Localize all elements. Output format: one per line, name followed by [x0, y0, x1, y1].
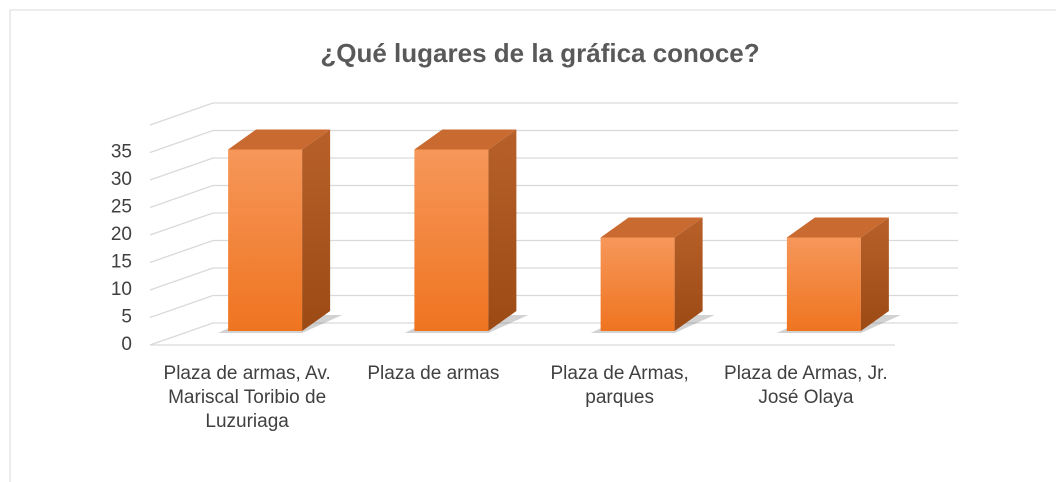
y-tick-label: 30: [111, 169, 132, 190]
x-tick-label: Plaza de Armas, Jr. José Olaya: [724, 363, 888, 408]
bar-top: [414, 129, 517, 150]
bar-top: [228, 129, 331, 150]
y-tick-label: 35: [111, 142, 132, 163]
grid-line: [149, 212, 958, 236]
x-tick-label: Plaza de Armas, parques: [550, 363, 689, 408]
bar: [600, 237, 675, 331]
bar-side: [860, 217, 889, 331]
y-tick-label: 20: [111, 224, 132, 245]
bar-side: [302, 129, 331, 331]
grid-line: [149, 102, 958, 126]
bar-top: [600, 217, 703, 238]
grid-line: [149, 294, 958, 319]
grid-line: [149, 239, 958, 264]
y-tick-label: 10: [111, 279, 132, 300]
bar: [228, 149, 303, 331]
bar: [786, 237, 861, 331]
bar: [414, 149, 489, 331]
bar-side: [488, 129, 517, 331]
x-tick-label: Plaza de armas, Av. Mariscal Toribio de …: [163, 363, 331, 432]
grid-line: [149, 129, 958, 154]
y-tick-label: 5: [121, 307, 132, 328]
chart-title: ¿Qué lugares de la gráfica conoce?: [320, 38, 759, 68]
x-tick-label: Plaza de armas: [367, 363, 500, 384]
y-tick-label: 25: [111, 197, 132, 218]
grid-line: [149, 267, 958, 291]
bar-top: [786, 217, 889, 238]
grid-line: [149, 322, 958, 346]
grid-line: [149, 157, 958, 181]
y-tick-label: 0: [121, 334, 132, 355]
grid-line: [149, 184, 958, 209]
y-tick-label: 15: [111, 252, 132, 273]
bar-side: [674, 217, 703, 331]
